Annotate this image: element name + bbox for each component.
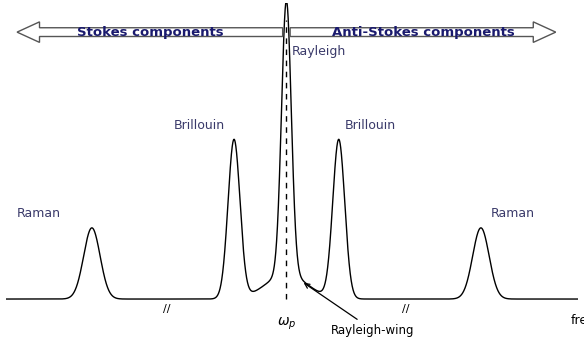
Text: Brillouin: Brillouin [174,119,225,132]
Text: Brillouin: Brillouin [345,119,395,132]
Text: //: // [163,304,171,314]
Text: Raman: Raman [490,207,534,220]
Text: Rayleigh-wing: Rayleigh-wing [305,284,415,337]
Polygon shape [290,22,556,42]
Text: //: // [402,304,410,314]
Polygon shape [17,22,283,42]
Text: Anti-Stokes components: Anti-Stokes components [332,26,515,39]
Text: frequency: frequency [571,314,584,327]
Text: $\omega_p$: $\omega_p$ [277,315,296,332]
Text: Rayleigh: Rayleigh [292,45,346,58]
Text: Stokes components: Stokes components [77,26,223,39]
Text: Raman: Raman [17,207,61,220]
